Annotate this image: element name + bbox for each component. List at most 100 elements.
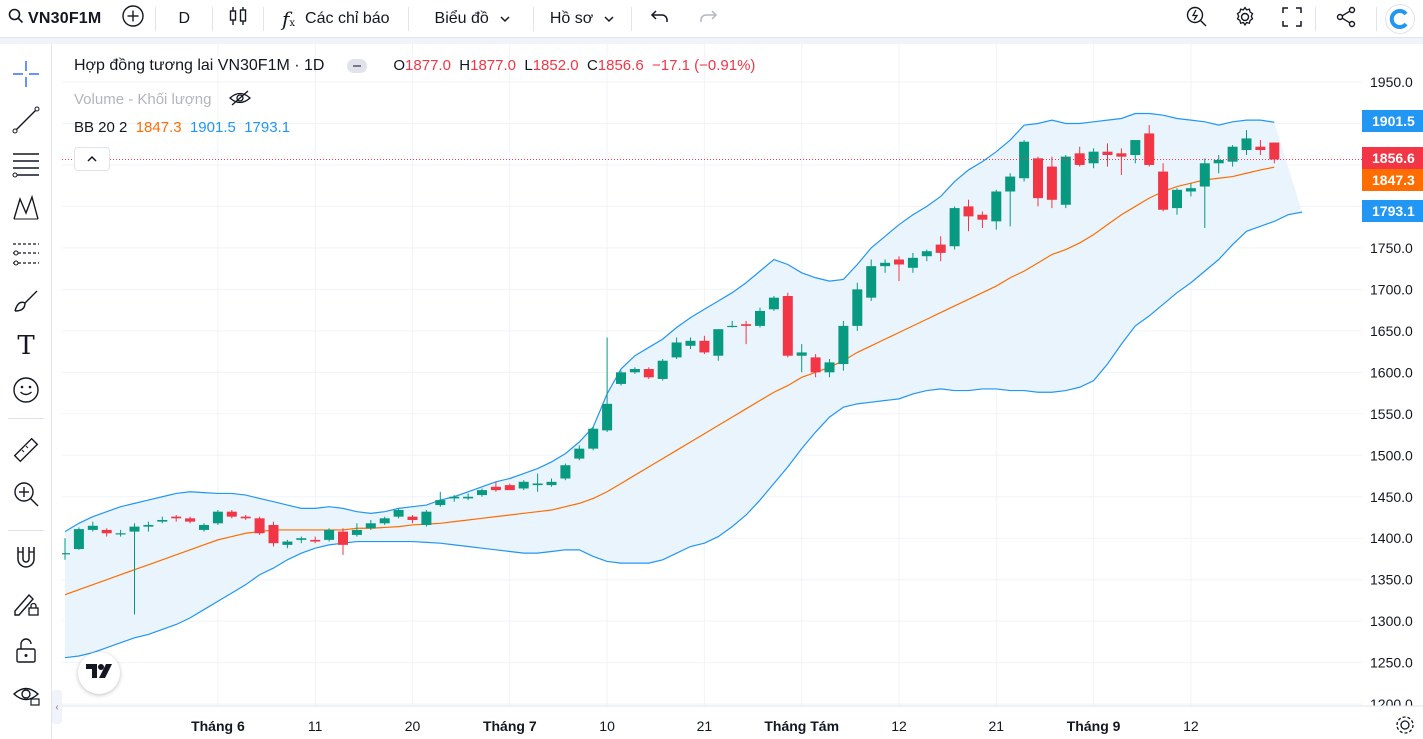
brush-icon: [11, 285, 41, 320]
zoom-in-icon: [11, 479, 41, 514]
symbol-search[interactable]: VN30F1M: [0, 0, 111, 38]
toolbar-divider-strip: [0, 38, 1423, 44]
pattern-icon: [11, 193, 41, 228]
candle-body: [866, 266, 877, 298]
candle-body: [741, 324, 752, 326]
time-tick-label: 12: [891, 718, 907, 734]
high-value: 1877.0: [470, 57, 517, 74]
price-tick-label: 1300.0: [1370, 613, 1413, 629]
candle-body: [685, 340, 696, 346]
candle-body: [1241, 138, 1252, 151]
collapse-legend-button[interactable]: [74, 147, 110, 171]
candle-body: [393, 510, 404, 517]
profile-menu[interactable]: Hồ sơ: [534, 0, 631, 38]
zoom-in-tool[interactable]: [10, 480, 42, 512]
candle-body: [1088, 151, 1099, 164]
candle-body: [935, 244, 946, 253]
fullscreen-button[interactable]: [1269, 0, 1315, 38]
low-label: L: [524, 57, 533, 74]
close-label: C: [586, 57, 598, 74]
price-tick-label: 1500.0: [1370, 447, 1413, 463]
candle-body: [212, 511, 223, 524]
candle-body: [407, 516, 418, 520]
candle-body: [1019, 141, 1030, 179]
chart-type-menu[interactable]: Biểu đồ: [409, 0, 533, 38]
quick-search-button[interactable]: [1173, 0, 1221, 38]
volume-legend[interactable]: Volume - Khối lượng: [74, 89, 252, 111]
add-circle-icon: [121, 4, 145, 33]
candle-body: [338, 531, 348, 545]
time-tick-label: 12: [1183, 718, 1199, 734]
candle-body: [199, 524, 209, 530]
redo-button[interactable]: [684, 0, 732, 38]
text-tool[interactable]: T: [10, 330, 42, 362]
candle-body: [782, 296, 793, 356]
emoji-tool[interactable]: [10, 376, 42, 408]
candle-body: [963, 206, 974, 217]
undo-button[interactable]: [632, 0, 684, 38]
trend-line-icon: [11, 105, 41, 140]
change-value: −17.1 (−0.91%): [652, 57, 756, 74]
candle-body: [324, 529, 335, 540]
time-tick-label: Tháng Tám: [764, 718, 839, 734]
candle-body: [1005, 176, 1016, 192]
trend-line-tool[interactable]: [10, 106, 42, 138]
time-tick-label: 11: [308, 718, 323, 734]
interval-button[interactable]: D: [156, 0, 212, 38]
candle-body: [838, 325, 849, 365]
text-icon: T: [17, 331, 35, 361]
collapse-toolbar-handle[interactable]: ‹: [52, 690, 62, 724]
compare-button[interactable]: [111, 0, 155, 38]
tradingview-logo[interactable]: [78, 652, 120, 694]
lock-drawing-tool[interactable]: [10, 590, 42, 622]
time-tick-label: 10: [599, 718, 615, 734]
divider: [1376, 7, 1377, 31]
gear-icon: [1233, 5, 1257, 34]
candles-button[interactable]: [213, 0, 263, 38]
measure-tool[interactable]: [10, 436, 42, 468]
candlestick-icon: [227, 4, 249, 33]
tv-logo-icon: [85, 663, 113, 684]
settings-button[interactable]: [1221, 0, 1269, 38]
bollinger-band-fill: [65, 113, 1303, 658]
instrument-title: Hợp đồng tương lai VN30F1M · 1D: [74, 57, 325, 74]
crosshair-tool[interactable]: [10, 60, 42, 92]
price-tick-label: 1600.0: [1370, 364, 1413, 380]
right-toolbar: [1173, 0, 1423, 38]
pencil-lock-icon: [11, 589, 41, 624]
divider: [532, 6, 534, 31]
divider: [155, 6, 157, 31]
time-axis[interactable]: Tháng 6 11 20 Tháng 7 10 21 Tháng Tám 12 21 Tháng…: [62, 705, 1423, 739]
candle-body: [87, 525, 98, 530]
bollinger-legend[interactable]: BB 20 2 1847.3 1901.5 1793.1: [74, 119, 290, 136]
price-tick-label: 1750.0: [1370, 240, 1413, 256]
candle-body: [560, 465, 571, 479]
candle-body: [171, 516, 182, 519]
more-options-button[interactable]: [346, 58, 367, 73]
pattern-tool[interactable]: [10, 194, 42, 226]
indicators-label: Các chỉ báo: [305, 9, 390, 27]
bollinger-lower-line: [64, 211, 1303, 659]
share-button[interactable]: [1316, 0, 1376, 38]
price-tick-label: 1400.0: [1370, 530, 1413, 546]
prediction-tool[interactable]: [10, 240, 42, 272]
indicators-button[interactable]: fx Các chỉ báo: [264, 0, 408, 38]
bb-lower-price-label: 1793.1: [1362, 200, 1423, 222]
chevron-left-icon: ‹: [55, 701, 59, 713]
time-tick-label: 20: [405, 718, 421, 734]
candle-body: [907, 257, 918, 268]
search-icon: [8, 8, 24, 29]
magnet-tool[interactable]: [10, 544, 42, 576]
candle-body: [643, 369, 654, 378]
hide-drawings-tool[interactable]: [10, 680, 42, 712]
eye-hidden-icon[interactable]: [228, 90, 252, 111]
candle-body: [101, 529, 112, 534]
candle-body: [1255, 146, 1266, 151]
fib-tool[interactable]: [10, 150, 42, 182]
candle-body: [296, 538, 307, 540]
divider: [631, 6, 633, 31]
lock-all-tool[interactable]: [10, 636, 42, 668]
price-chart[interactable]: 1950.01900.01850.01800.01750.01700.01650…: [62, 44, 1423, 739]
candle-body: [463, 496, 474, 499]
brush-tool[interactable]: [10, 286, 42, 318]
